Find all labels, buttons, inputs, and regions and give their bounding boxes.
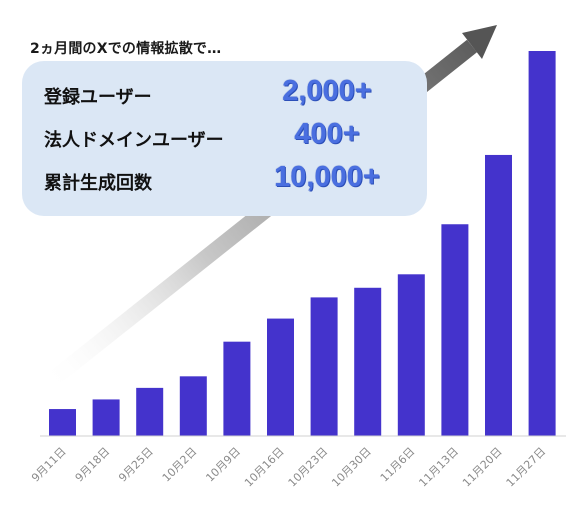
bar-9 [397,274,425,436]
bar-7 [310,297,338,436]
stat-row-generations: 累計生成回数 10,000+ [22,161,427,201]
x-tick-labels: 9月11日 9月18日 9月25日 10月2日 10月9日 10月16日 10月23日 10月… [29,445,548,490]
bar-5 [223,341,251,436]
bar-1 [49,409,76,436]
bars-layer [49,51,556,436]
x-tick-label: 9月25日 [116,445,156,485]
stat-value: 10,000+ [274,161,380,193]
stat-value: 400+ [294,118,360,150]
bar-4 [179,376,207,436]
x-tick-label: 10月23日 [286,445,331,490]
stat-label: 登録ユーザー [44,87,152,108]
bar-10 [441,224,469,436]
x-tick-label: 9月11日 [29,445,69,485]
bar-3 [136,387,164,436]
bar-6 [267,318,294,436]
stat-row-corporate-users: 法人ドメインユーザー 400+ [22,118,427,158]
stat-value: 2,000+ [282,75,372,107]
x-tick-label: 11月6日 [378,445,418,485]
x-tick-label: 10月30日 [329,445,374,490]
x-tick-label: 11月20日 [460,445,505,490]
x-tick-label: 10月9日 [203,445,243,485]
bar-8 [354,287,382,436]
stat-label: 累計生成回数 [44,173,152,194]
x-tick-label: 10月16日 [242,445,287,490]
bar-2 [92,399,120,436]
x-tick-label: 10月2日 [160,445,200,485]
x-tick-label: 11月27日 [504,445,549,490]
headline: 2ヵ月間のXでの情報拡散で… [30,41,222,57]
bar-12 [528,51,556,436]
stat-label: 法人ドメインユーザー [44,130,224,151]
stats-box: 登録ユーザー 2,000+ 法人ドメインユーザー 400+ 累計生成回数 10,… [22,61,427,216]
stat-row-users: 登録ユーザー 2,000+ [22,75,427,115]
bar-11 [485,154,512,436]
x-tick-label: 9月18日 [73,445,113,485]
x-tick-label: 11月13日 [416,445,461,490]
